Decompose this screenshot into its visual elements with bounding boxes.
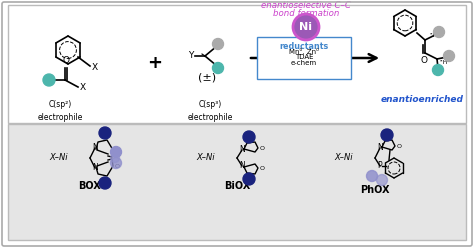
Text: enantioselective C–C: enantioselective C–C: [261, 0, 351, 9]
Bar: [8, 5, 466, 123]
Text: TDAE: TDAE: [295, 54, 313, 60]
Text: e-chem: e-chem: [291, 60, 317, 66]
Circle shape: [243, 173, 255, 185]
FancyArrowPatch shape: [251, 54, 376, 62]
Circle shape: [212, 38, 224, 50]
Circle shape: [110, 154, 119, 162]
Circle shape: [43, 74, 55, 86]
Circle shape: [432, 64, 444, 75]
Circle shape: [434, 27, 445, 37]
Text: X–Ni: X–Ni: [49, 154, 68, 162]
Text: X–Ni: X–Ni: [334, 154, 353, 162]
Text: Ni: Ni: [300, 22, 312, 32]
Circle shape: [444, 51, 455, 62]
Text: C(sp²)
electrophile: C(sp²) electrophile: [37, 100, 82, 122]
Text: N: N: [377, 144, 383, 153]
Circle shape: [243, 131, 255, 143]
Text: N: N: [239, 161, 245, 171]
Text: enantioenriched: enantioenriched: [381, 95, 464, 104]
Text: X–Ni: X–Ni: [196, 154, 215, 162]
Text: O: O: [397, 144, 402, 149]
Text: PhOX: PhOX: [360, 185, 390, 195]
Circle shape: [110, 157, 121, 168]
Text: N: N: [92, 163, 98, 173]
Text: O: O: [115, 163, 120, 168]
Text: O: O: [63, 56, 70, 65]
Text: bond formation: bond formation: [273, 8, 339, 18]
Text: reductants: reductants: [279, 42, 328, 51]
Circle shape: [99, 177, 111, 189]
FancyBboxPatch shape: [257, 37, 351, 79]
Text: (±): (±): [198, 73, 216, 83]
Circle shape: [99, 127, 111, 139]
Text: BOX: BOX: [79, 181, 101, 191]
Bar: [8, 124, 466, 240]
Text: X: X: [92, 62, 98, 71]
Text: N: N: [92, 144, 98, 153]
Text: P: P: [378, 161, 383, 171]
Text: N: N: [239, 146, 245, 155]
Text: ''H: ''H: [429, 33, 438, 38]
Circle shape: [381, 129, 393, 141]
Circle shape: [293, 14, 319, 40]
Circle shape: [110, 147, 121, 157]
Circle shape: [212, 62, 224, 73]
Text: C(sp³)
electrophile: C(sp³) electrophile: [187, 100, 233, 122]
Text: O: O: [260, 165, 265, 171]
Text: O: O: [420, 56, 428, 65]
Text: O: O: [260, 146, 265, 151]
Text: X: X: [80, 84, 86, 93]
Text: O: O: [115, 148, 120, 153]
Text: Mn⁰, Zn⁰: Mn⁰, Zn⁰: [289, 48, 319, 55]
Circle shape: [366, 171, 377, 182]
Text: ''H: ''H: [439, 60, 447, 65]
Text: Y: Y: [188, 52, 193, 61]
Text: +: +: [147, 54, 163, 72]
Circle shape: [376, 175, 388, 186]
Text: BiOX: BiOX: [224, 181, 250, 191]
